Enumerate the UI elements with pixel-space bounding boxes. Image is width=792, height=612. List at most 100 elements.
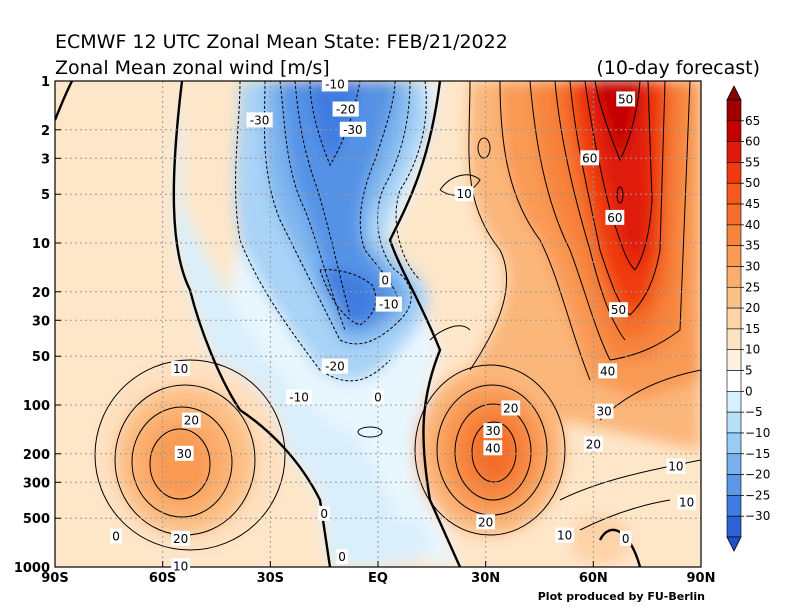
contour-label: -20 — [325, 360, 345, 374]
colorbar-label: −15 — [745, 447, 770, 461]
contour-label-bg — [372, 389, 384, 405]
contour-label-bg — [181, 412, 201, 428]
colorbar-swatch — [726, 141, 742, 163]
colorbar-label: 25 — [745, 280, 760, 294]
x-tick-label: 60S — [149, 571, 176, 586]
contour-label-bg — [501, 400, 521, 416]
contour-label: 40 — [485, 441, 500, 455]
contour-label-bg — [318, 505, 330, 521]
contour-label: 20 — [503, 401, 518, 415]
colorbar-top-arrow — [726, 85, 742, 101]
contour-label-bg — [339, 121, 366, 137]
colorbar-swatch — [726, 120, 742, 142]
contour-label-bg — [171, 530, 191, 546]
contour-label: 0 — [381, 273, 389, 287]
contour-label-bg — [321, 358, 349, 374]
contour-label-bg — [375, 296, 402, 312]
colorbar-swatch — [726, 182, 742, 205]
colorbar-label: 5 — [745, 364, 753, 378]
colorbar-swatch — [726, 411, 742, 434]
contour-label-bg — [476, 514, 496, 530]
contour-label-bg — [171, 361, 191, 377]
colorbar-swatch — [726, 370, 742, 392]
contour-label: 0 — [338, 550, 346, 564]
chart-title: ECMWF 12 UTC Zonal Mean State: FEB/21/20… — [55, 31, 508, 53]
colorbar-label: 30 — [745, 259, 760, 273]
contour-label-bg — [598, 363, 618, 379]
contour-label: 10 — [668, 460, 683, 474]
contour-label: 10 — [679, 496, 694, 510]
contour-lines — [55, 81, 701, 567]
colorbar-swatch — [726, 328, 742, 351]
contour-label-bg — [677, 494, 697, 510]
contour-label-bg — [666, 458, 686, 474]
contour-label: 20 — [478, 515, 493, 529]
contour-field — [55, 81, 701, 567]
contour-label-bg — [171, 558, 191, 574]
forecast-note: (10-day forecast) — [596, 57, 760, 79]
contour-label: -30 — [250, 113, 270, 127]
colorbar-label: 20 — [745, 301, 760, 315]
contour-label: 60 — [582, 151, 597, 165]
y-tick-label: 100 — [23, 399, 50, 414]
colorbar-label: −20 — [745, 468, 770, 482]
y-tick-label: 1000 — [14, 561, 50, 576]
contour-label-bg — [619, 530, 632, 546]
contour-label: 0 — [112, 530, 120, 544]
contour-label-bg — [594, 403, 614, 419]
colorbar-label: 60 — [745, 135, 760, 149]
colorbar-swatch — [726, 495, 742, 517]
y-tick-label: 5 — [41, 188, 50, 203]
colorbar-label: 0 — [745, 384, 753, 398]
contour-label: 10 — [173, 559, 188, 573]
contour-label: 30 — [596, 405, 611, 419]
y-tick-label: 500 — [23, 512, 50, 527]
contour-label: 20 — [586, 437, 601, 451]
contour-label-bg — [174, 445, 194, 461]
colorbar: 65605550454035302520151050−5−10−15−20−25… — [726, 85, 770, 552]
colorbar-swatch — [726, 391, 742, 413]
contour-label-bg — [583, 436, 603, 452]
colorbar-swatch — [726, 474, 742, 496]
contour-label: 50 — [611, 303, 626, 317]
contour-label-bg — [454, 186, 474, 202]
contour-label: -10 — [289, 391, 309, 405]
contour-label-bg — [605, 209, 625, 225]
contour-label-bg — [580, 150, 600, 166]
colorbar-swatch — [726, 307, 742, 330]
contour-label-bg — [332, 101, 359, 117]
colorbar-label: 40 — [745, 218, 760, 232]
contour-label: -20 — [336, 103, 356, 117]
x-tick-label: 90S — [41, 571, 68, 586]
y-tick-label: 30 — [32, 314, 50, 329]
contour-label: -10 — [325, 77, 345, 91]
colorbar-label: −25 — [745, 488, 770, 502]
contour-label: 10 — [173, 362, 188, 376]
colorbar-swatch — [726, 162, 742, 184]
contour-label-bg — [483, 423, 503, 439]
credit-text: Plot produced by FU-Berlin — [538, 590, 705, 603]
contour-label: 0 — [374, 391, 382, 405]
y-tick-label: 200 — [23, 448, 50, 463]
colorbar-bottom-arrow — [726, 536, 742, 552]
colorbar-swatch — [726, 245, 742, 267]
contour-label: 10 — [557, 529, 572, 543]
colorbar-label: 45 — [745, 197, 760, 211]
x-tick-label: EQ — [368, 571, 388, 586]
contour-label-bg — [609, 302, 628, 318]
contour-label-bg — [336, 549, 348, 565]
colorbar-swatch — [726, 224, 742, 246]
colorbar-label: 50 — [745, 176, 760, 190]
contour-label-bg — [110, 528, 122, 544]
y-tick-label: 1 — [41, 75, 50, 90]
contour-label: 30 — [485, 424, 500, 438]
contour-label: 10 — [456, 187, 471, 201]
colorbar-swatch — [726, 349, 742, 371]
colorbar-swatch — [726, 99, 742, 122]
contour-label: 0 — [622, 532, 630, 546]
contour-label: 30 — [177, 447, 192, 461]
colorbar-swatch — [726, 286, 742, 309]
y-tick-label: 20 — [32, 286, 50, 301]
contour-label-bg — [285, 389, 313, 405]
